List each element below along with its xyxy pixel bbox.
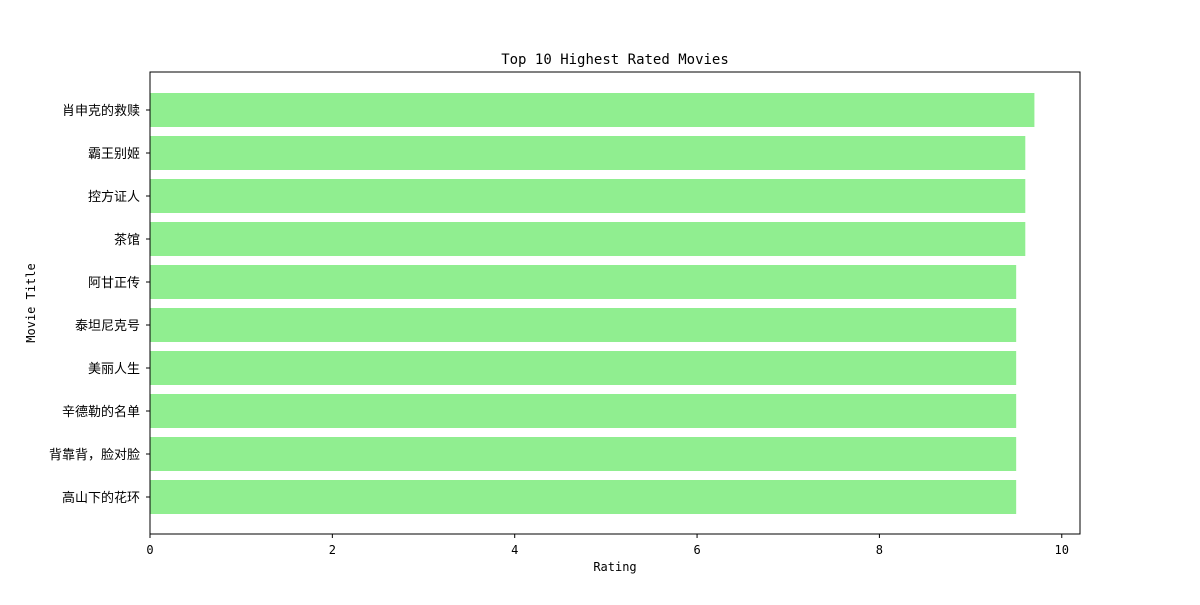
x-tick-label-2: 4 [511,543,518,557]
y-tick-label-3: 茶馆 [114,232,140,248]
bar-7 [150,394,1017,428]
y-tick-label-8: 背靠背，脸对脸 [49,448,140,463]
x-tick-label-4: 8 [876,543,883,557]
y-tick-label-4: 阿甘正传 [88,276,140,291]
y-tick-label-0: 肖申克的救赎 [62,103,140,119]
x-axis: 0 2 4 6 8 10 [146,534,1069,557]
y-tick-label-1: 霸王别姬 [88,147,140,162]
x-axis-label: Rating [593,560,636,574]
y-tick-label-7: 辛德勒的名单 [62,404,140,420]
x-tick-label-1: 2 [329,543,336,557]
bar-4 [150,265,1017,299]
y-axis: 肖申克的救赎霸王别姬控方证人茶馆阿甘正传泰坦尼克号美丽人生辛德勒的名单背靠背，脸… [49,103,150,506]
bar-8 [150,437,1017,471]
bar-6 [150,351,1017,385]
bar-3 [150,222,1026,256]
y-tick-label-5: 泰坦尼克号 [75,319,140,334]
plot-area-frame [149,71,1081,535]
bar-9 [150,480,1017,514]
bar-2 [150,179,1026,213]
y-tick-label-6: 美丽人生 [88,362,140,377]
x-tick-label-5: 10 [1055,543,1069,557]
chart-title: Top 10 Highest Rated Movies [501,52,729,68]
bar-1 [150,136,1026,170]
bar-5 [150,308,1017,342]
bar-0 [150,93,1035,127]
x-tick-label-3: 6 [693,543,700,557]
y-tick-label-9: 高山下的花环 [62,490,140,506]
x-tick-label-0: 0 [146,543,153,557]
y-tick-label-2: 控方证人 [88,189,140,205]
y-axis-label: Movie Title [24,263,38,342]
bars-layer [150,93,1035,514]
